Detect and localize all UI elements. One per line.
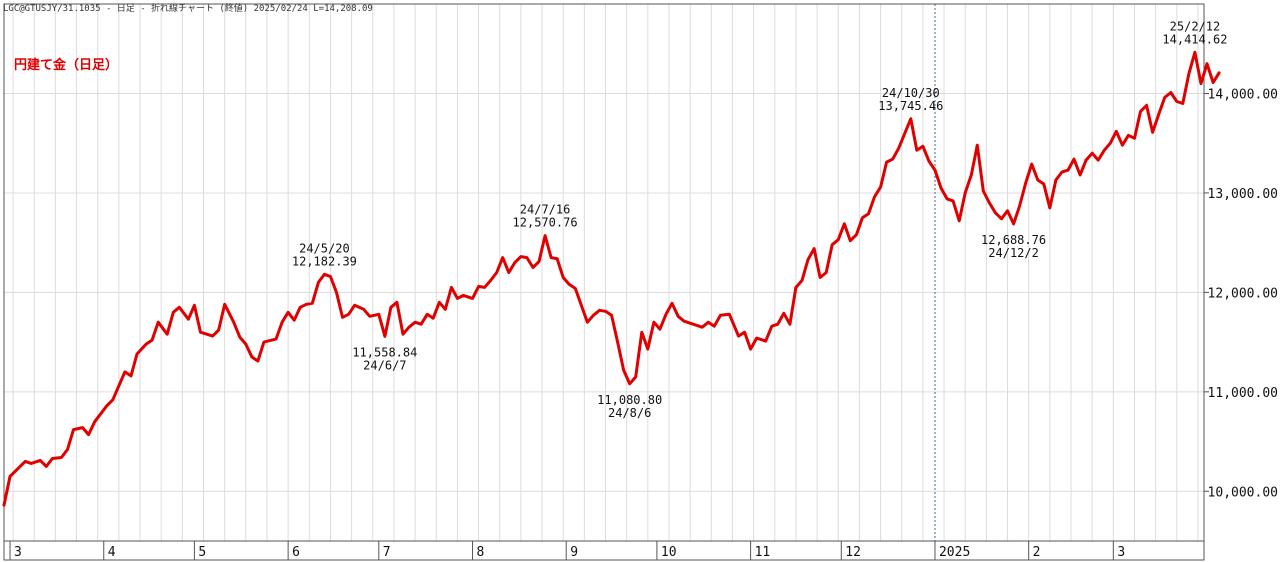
x-tick-label: 3 (1117, 545, 1125, 560)
x-tick-label: 8 (477, 545, 485, 560)
annotation-text: 24/6/7 (363, 358, 406, 372)
x-axis-band (3, 540, 1205, 561)
x-tick-label: 4 (108, 545, 116, 560)
annotation-text: 12,182.39 (292, 254, 357, 268)
annotation-text: 24/7/16 (520, 203, 571, 217)
annotation-layer: 24/5/2012,182.3911,558.8424/6/724/7/1612… (292, 19, 1228, 420)
price-line-series (2, 50, 1221, 507)
x-axis: 3 4 5 6 7 8 9 10 11 12 2025 2 3 (9, 541, 1125, 560)
annotation-text: 13,745.46 (878, 99, 943, 113)
x-tick-label: 7 (383, 545, 391, 560)
annotation-text: 24/10/30 (882, 86, 940, 100)
x-tick-label: 11 (755, 545, 771, 560)
x-tick-label: 2025 (939, 545, 970, 560)
annotation-text: 11,080.80 (597, 393, 662, 407)
grid-layer (4, 4, 1204, 541)
annotation-text: 12,688.76 (981, 233, 1046, 247)
y-tick-label: 11,000.00 (1208, 386, 1278, 401)
chart-title: 円建て金（日足） (14, 57, 118, 73)
y-tick-label: 10,000.00 (1208, 485, 1278, 500)
y-tick-label: 14,000.00 (1208, 88, 1278, 103)
annotation-text: 11,558.84 (352, 345, 417, 359)
y-tick-label: 12,000.00 (1208, 286, 1278, 301)
annotation-text: 25/2/12 (1170, 19, 1221, 33)
x-tick-label: 5 (198, 545, 206, 560)
y-tick-label: 13,000.00 (1208, 187, 1278, 202)
x-tick-label: 3 (14, 545, 22, 560)
y-axis: 10,000.00 11,000.00 12,000.00 13,000.00 14,0… (1204, 88, 1278, 500)
chart-header-info: LGC@GTUSJY/31.1035 - 日足 - 折れ線チャート (終値) 2… (3, 2, 373, 14)
annotation-text: 12,570.76 (513, 216, 578, 230)
x-tick-label: 10 (661, 545, 677, 560)
x-tick-label: 9 (570, 545, 578, 560)
annotation-text: 24/12/2 (988, 246, 1039, 260)
annotation-text: 14,414.62 (1162, 32, 1227, 46)
x-tick-label: 2 (1033, 545, 1041, 560)
x-tick-label: 12 (845, 545, 861, 560)
annotation-text: 24/8/6 (608, 406, 651, 420)
annotation-text: 24/5/20 (299, 241, 350, 255)
x-tick-label: 6 (292, 545, 300, 560)
